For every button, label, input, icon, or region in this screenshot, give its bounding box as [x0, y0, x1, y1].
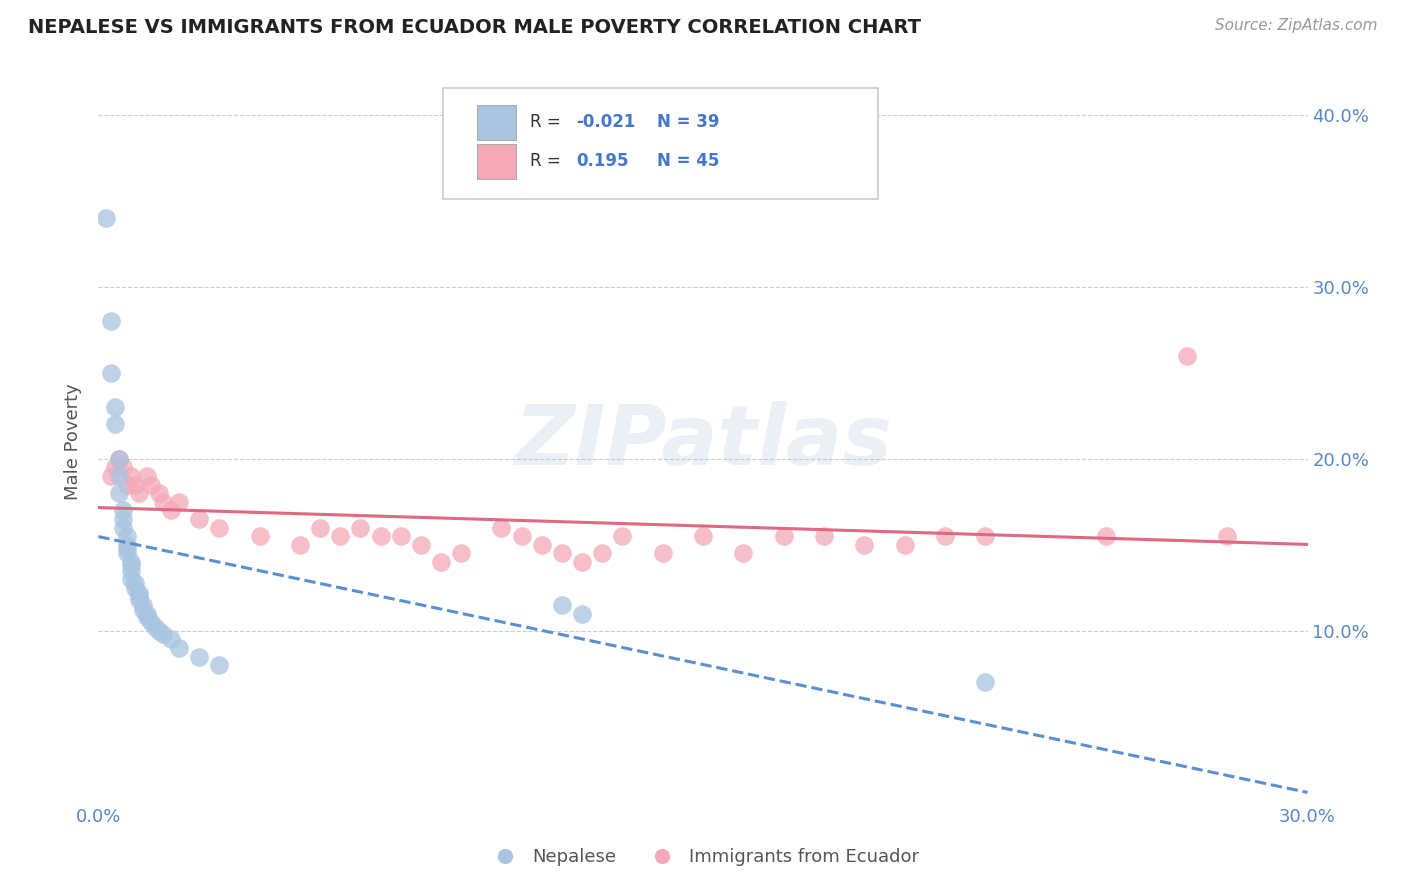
Point: [139, 615, 162, 630]
Point: [370, 529, 392, 543]
Point: [349, 520, 371, 534]
Point: [124, 575, 146, 590]
Point: [128, 592, 150, 607]
Point: [551, 546, 574, 560]
Point: [120, 555, 142, 569]
Point: [1095, 529, 1118, 543]
Point: [571, 555, 593, 569]
Point: [612, 529, 634, 543]
Point: [692, 529, 714, 543]
Point: [148, 624, 170, 638]
Point: [288, 538, 311, 552]
Point: [120, 469, 142, 483]
Point: [409, 538, 432, 552]
Point: [111, 512, 134, 526]
Point: [530, 538, 553, 552]
Point: [111, 520, 134, 534]
Point: [135, 469, 157, 483]
Point: [329, 529, 352, 543]
Point: [128, 486, 150, 500]
Point: [115, 541, 138, 556]
Point: [115, 477, 138, 491]
Point: [167, 494, 190, 508]
Point: [249, 529, 271, 543]
Text: 0.195: 0.195: [576, 153, 628, 170]
Point: [510, 529, 533, 543]
Point: [103, 400, 125, 414]
Point: [111, 503, 134, 517]
FancyBboxPatch shape: [477, 105, 516, 139]
Point: [143, 620, 166, 634]
Text: N = 45: N = 45: [657, 153, 720, 170]
Point: [107, 451, 129, 466]
Point: [591, 546, 613, 560]
Point: [893, 538, 915, 552]
Point: [132, 598, 155, 612]
Point: [132, 603, 155, 617]
Point: [124, 477, 146, 491]
Point: [651, 546, 673, 560]
Point: [450, 546, 472, 560]
Point: [853, 538, 876, 552]
Text: ZIPatlas: ZIPatlas: [515, 401, 891, 482]
Point: [167, 640, 190, 655]
Point: [100, 314, 122, 328]
Point: [188, 512, 211, 526]
Point: [103, 460, 125, 475]
Point: [813, 529, 835, 543]
Point: [430, 555, 453, 569]
Y-axis label: Male Poverty: Male Poverty: [65, 384, 83, 500]
Point: [96, 211, 118, 225]
Point: [551, 598, 574, 612]
Point: [124, 581, 146, 595]
Point: [128, 590, 150, 604]
Point: [128, 586, 150, 600]
Text: N = 39: N = 39: [657, 113, 720, 131]
Point: [1175, 349, 1198, 363]
Point: [148, 486, 170, 500]
Point: [115, 538, 138, 552]
Point: [152, 627, 174, 641]
Point: [115, 529, 138, 543]
Point: [974, 675, 997, 690]
Point: [160, 503, 183, 517]
Point: [139, 477, 162, 491]
Point: [152, 494, 174, 508]
Point: [135, 607, 157, 621]
Point: [934, 529, 956, 543]
Text: R =: R =: [530, 113, 567, 131]
Point: [120, 572, 142, 586]
Point: [100, 469, 122, 483]
Point: [208, 658, 231, 673]
Point: [135, 610, 157, 624]
Point: [974, 529, 997, 543]
Point: [103, 417, 125, 432]
Point: [571, 607, 593, 621]
Point: [100, 366, 122, 380]
Legend: Nepalese, Immigrants from Ecuador: Nepalese, Immigrants from Ecuador: [488, 848, 918, 866]
Point: [733, 546, 755, 560]
Point: [1216, 529, 1239, 543]
Point: [107, 469, 129, 483]
Text: R =: R =: [530, 153, 567, 170]
Text: -0.021: -0.021: [576, 113, 636, 131]
Point: [111, 460, 134, 475]
Point: [107, 486, 129, 500]
Point: [772, 529, 794, 543]
Point: [120, 564, 142, 578]
Point: [208, 520, 231, 534]
Point: [107, 451, 129, 466]
FancyBboxPatch shape: [443, 87, 879, 200]
Point: [115, 546, 138, 560]
Point: [160, 632, 183, 647]
Text: NEPALESE VS IMMIGRANTS FROM ECUADOR MALE POVERTY CORRELATION CHART: NEPALESE VS IMMIGRANTS FROM ECUADOR MALE…: [28, 18, 921, 37]
Point: [389, 529, 412, 543]
Point: [120, 558, 142, 573]
Point: [188, 649, 211, 664]
Point: [491, 520, 513, 534]
Text: Source: ZipAtlas.com: Source: ZipAtlas.com: [1215, 18, 1378, 33]
FancyBboxPatch shape: [477, 144, 516, 178]
Point: [309, 520, 332, 534]
